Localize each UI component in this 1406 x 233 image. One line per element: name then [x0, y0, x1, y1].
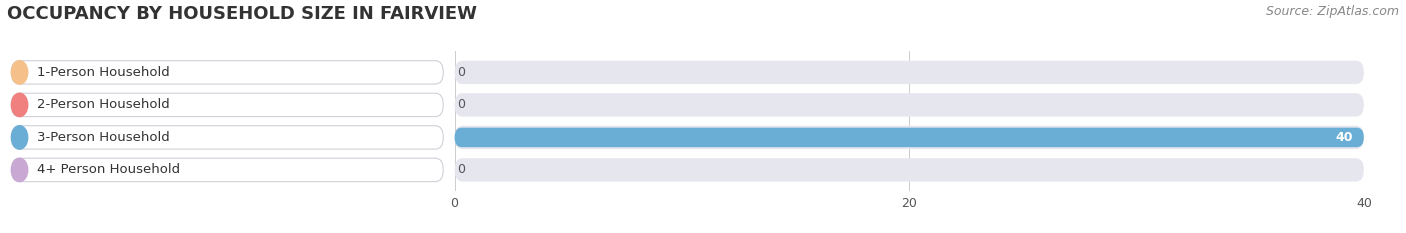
Text: 0: 0	[457, 66, 465, 79]
FancyBboxPatch shape	[454, 128, 1364, 147]
Text: 1-Person Household: 1-Person Household	[37, 66, 170, 79]
FancyBboxPatch shape	[454, 158, 1364, 182]
Text: 3-Person Household: 3-Person Household	[37, 131, 170, 144]
Text: 0: 0	[457, 163, 465, 176]
FancyBboxPatch shape	[454, 93, 1364, 116]
Circle shape	[11, 61, 28, 84]
FancyBboxPatch shape	[11, 93, 443, 116]
Text: 40: 40	[1334, 131, 1353, 144]
FancyBboxPatch shape	[11, 61, 443, 84]
Text: 4+ Person Household: 4+ Person Household	[37, 163, 180, 176]
Circle shape	[11, 93, 28, 116]
Text: 2-Person Household: 2-Person Household	[37, 98, 170, 111]
FancyBboxPatch shape	[11, 158, 443, 182]
FancyBboxPatch shape	[454, 61, 1364, 84]
Circle shape	[11, 126, 28, 149]
FancyBboxPatch shape	[11, 126, 443, 149]
Circle shape	[11, 158, 28, 182]
Text: Source: ZipAtlas.com: Source: ZipAtlas.com	[1265, 5, 1399, 18]
Text: OCCUPANCY BY HOUSEHOLD SIZE IN FAIRVIEW: OCCUPANCY BY HOUSEHOLD SIZE IN FAIRVIEW	[7, 5, 477, 23]
FancyBboxPatch shape	[454, 126, 1364, 149]
Text: 0: 0	[457, 98, 465, 111]
